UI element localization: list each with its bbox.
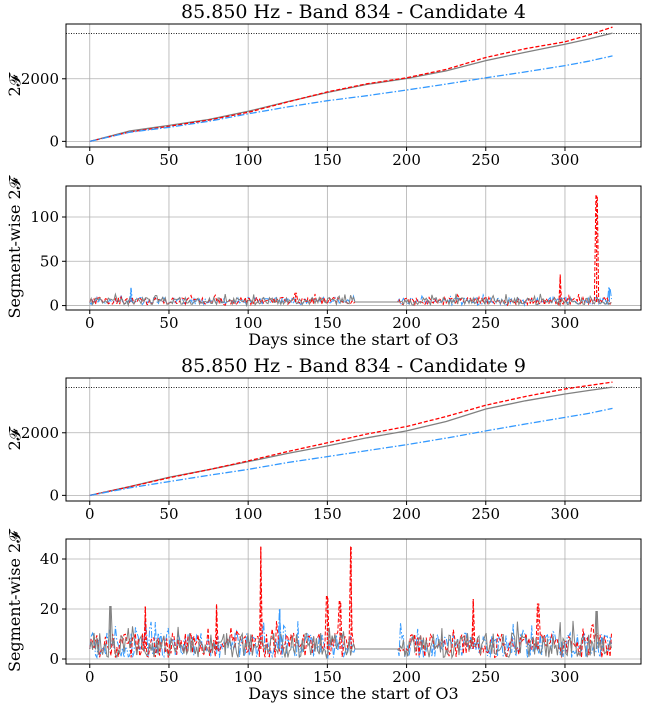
panel-3-title: 85.850 Hz - Band 834 - Candidate 9 xyxy=(181,355,526,377)
panel-4-xtick-label-100: 100 xyxy=(234,668,263,686)
panel-1-frame xyxy=(65,23,642,148)
panel-3-ylabel: 2𝓕 xyxy=(5,425,24,450)
panel-2-xtick-label-50: 50 xyxy=(159,314,178,332)
panel-3-series-dashed-line xyxy=(89,381,613,497)
panel-3-ytick-label-0: 0 xyxy=(49,486,59,504)
panel-3-xtick-label-150: 150 xyxy=(313,505,342,523)
panel-4-segment-dashed-line xyxy=(89,546,612,659)
panel-1-title: 85.850 Hz - Band 834 - Candidate 4 xyxy=(181,1,526,23)
panel-1-xtick-label-200: 200 xyxy=(392,151,421,169)
panel-3-frame xyxy=(65,377,642,502)
panel-3-ytick-label-2000: 2000 xyxy=(21,424,59,442)
panel-1-series-dashdot-line xyxy=(89,55,613,143)
panel-1-xtick-label-50: 50 xyxy=(159,151,178,169)
panel-1-series-dashed-line xyxy=(89,26,613,143)
panel-4-ylabel: Segment-wise 2𝓕 xyxy=(5,528,24,672)
panel-2-ytick-label-100: 100 xyxy=(30,208,59,226)
panel-4-xlabel: Days since the start of O3 xyxy=(248,684,458,703)
panel-2-segment-dashdot-line xyxy=(89,287,612,307)
panel-1-xtick-label-300: 300 xyxy=(551,151,580,169)
panel-2-ytick-label-0: 0 xyxy=(49,297,59,315)
panel-2-plot-area xyxy=(89,195,612,308)
panel-1-xtick-label-150: 150 xyxy=(313,151,342,169)
panel-2-segment-solid-line xyxy=(89,292,612,308)
panel-1-plot-area xyxy=(66,26,641,143)
panel-2-xtick-label-100: 100 xyxy=(234,314,263,332)
panel-2-ylabel: Segment-wise 2𝓕 xyxy=(5,174,24,318)
panel-3-xtick-label-0: 0 xyxy=(85,505,95,523)
panel-3-xtick-label-200: 200 xyxy=(392,505,421,523)
panel-2-xtick-label-300: 300 xyxy=(551,314,580,332)
panel-4-frame xyxy=(65,538,642,665)
panel-4-xtick-label-150: 150 xyxy=(313,668,342,686)
panel-2-segment-dashed-line xyxy=(89,195,612,307)
panel-2-xlabel: Days since the start of O3 xyxy=(248,330,458,349)
panel-1-xtick-label-100: 100 xyxy=(234,151,263,169)
chart-panel-2: 0 50 100 150 200 250 300 0 50 100 Segment-wise 2𝓕 D… xyxy=(5,174,642,349)
panel-1-ytick-label-0: 0 xyxy=(49,132,59,150)
panel-4-ytick-label-20: 20 xyxy=(40,600,59,618)
panel-3-xtick-label-300: 300 xyxy=(551,505,580,523)
panel-4-segment-solid-line xyxy=(89,606,612,660)
panel-3-plot-area xyxy=(66,381,641,497)
chart-panel-4: 0 50 100 150 200 250 300 0 20 40 Segment-wise 2𝓕 Da… xyxy=(5,528,642,703)
panel-3-series-solid-line xyxy=(89,386,613,497)
panel-4-xtick-label-50: 50 xyxy=(159,668,178,686)
panel-3-xtick-label-50: 50 xyxy=(159,505,178,523)
panel-4-ytick-label-40: 40 xyxy=(40,550,59,568)
panel-4-xtick-label-200: 200 xyxy=(392,668,421,686)
panel-3-xtick-label-100: 100 xyxy=(234,505,263,523)
panel-2-frame xyxy=(65,185,642,311)
panel-2-xtick-label-150: 150 xyxy=(313,314,342,332)
panel-2-xtick-label-200: 200 xyxy=(392,314,421,332)
chart-panel-3: 0 50 100 150 200 250 300 0 2000 85.850 Hz - Band … xyxy=(5,355,642,523)
panel-4-xtick-label-250: 250 xyxy=(471,668,500,686)
panel-2-ytick-label-50: 50 xyxy=(40,252,59,270)
panel-4-xtick-label-300: 300 xyxy=(551,668,580,686)
panel-3-series-dashdot-line xyxy=(89,407,613,497)
panel-1-ytick-label-2000: 2000 xyxy=(21,70,59,88)
panel-2-xtick-label-250: 250 xyxy=(471,314,500,332)
chart-panel-1: 0 50 100 150 200 250 300 0 2000 85.850 Hz - Band … xyxy=(5,1,642,169)
panel-1-xtick-label-250: 250 xyxy=(471,151,500,169)
panel-4-plot-area xyxy=(89,546,612,660)
panel-4-ytick-label-0: 0 xyxy=(49,650,59,668)
panel-1-xtick-label-0: 0 xyxy=(85,151,95,169)
panel-4-xtick-label-0: 0 xyxy=(85,668,95,686)
panel-2-xtick-label-0: 0 xyxy=(85,314,95,332)
panel-1-ylabel: 2𝓕 xyxy=(5,71,24,96)
panel-3-xtick-label-250: 250 xyxy=(471,505,500,523)
